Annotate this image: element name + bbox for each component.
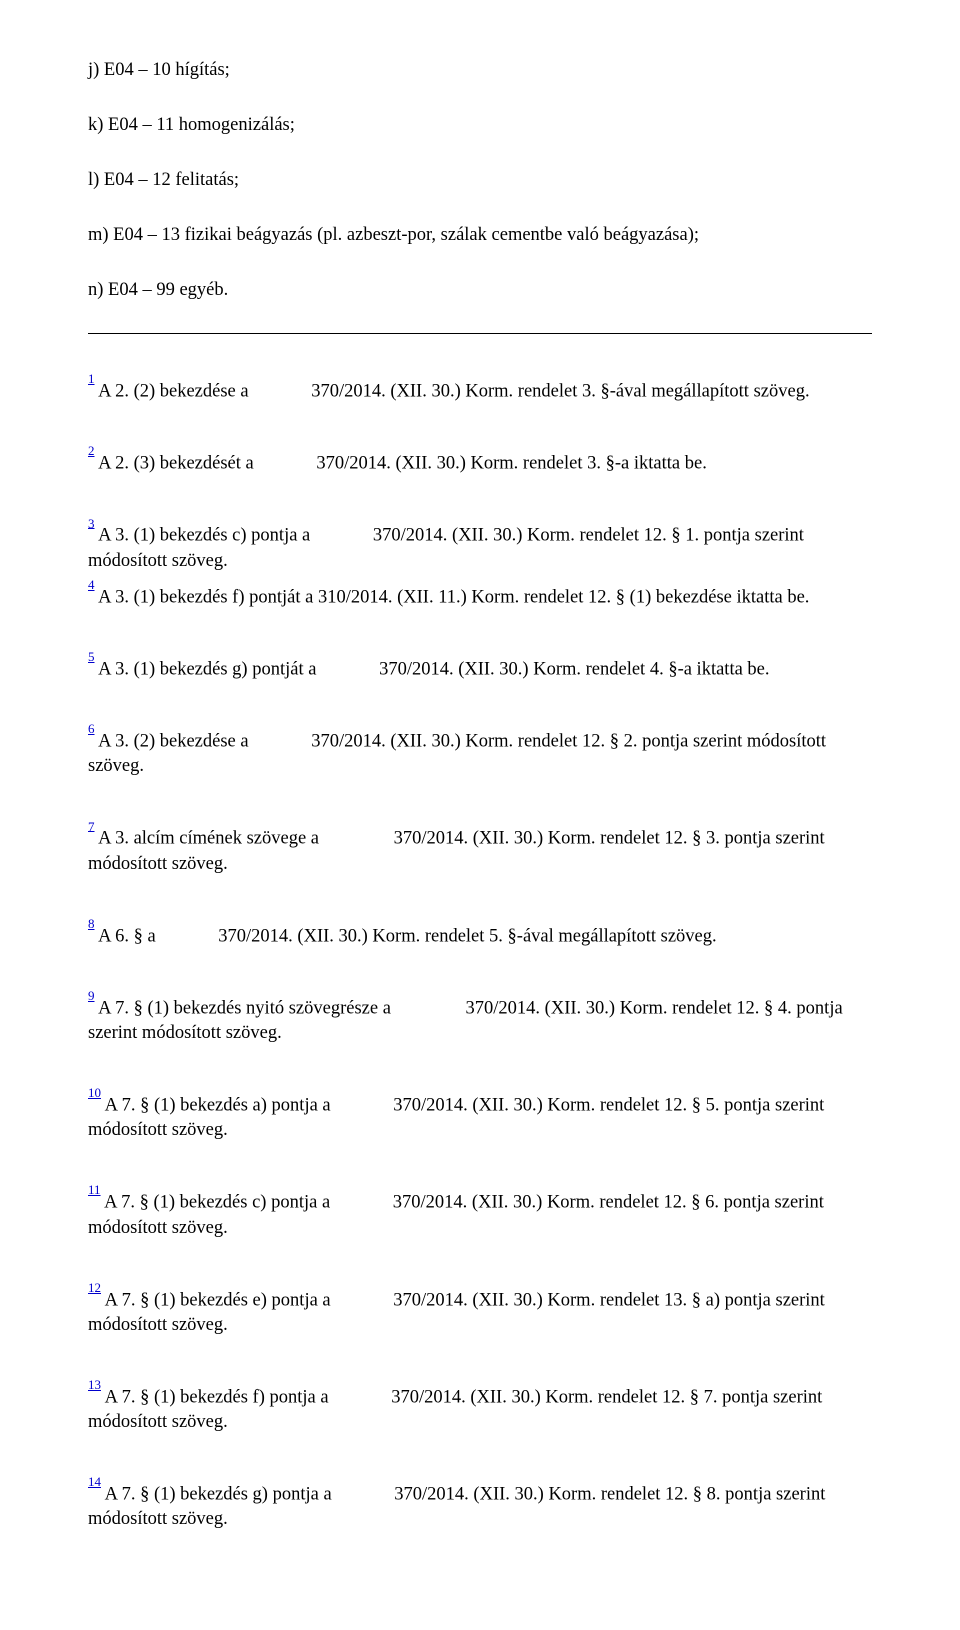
footnote-13: 13 A 7. § (1) bekezdés f) pontja a 370/2… xyxy=(88,1376,872,1435)
footnote-link-11[interactable]: 11 xyxy=(88,1182,101,1197)
footnote-4: 4 A 3. (1) bekezdés f) pontját a 310/201… xyxy=(88,576,872,610)
footnote-link-10[interactable]: 10 xyxy=(88,1085,101,1100)
footnote-text: 370/2014. (XII. 30.) Korm. rendelet 4. §… xyxy=(379,659,769,679)
footnote-text: A 3. (1) bekezdés f) pontját a 310/2014.… xyxy=(95,587,810,607)
footnote-link-13[interactable]: 13 xyxy=(88,1377,101,1392)
footnote-5: 5 A 3. (1) bekezdés g) pontját a 370/201… xyxy=(88,648,872,682)
footnote-text: 370/2014. (XII. 30.) Korm. rendelet 3. §… xyxy=(316,453,706,473)
footnote-text: A 7. § (1) bekezdés a) pontja a xyxy=(101,1095,335,1115)
footnote-3: 3 A 3. (1) bekezdés c) pontja a 370/2014… xyxy=(88,514,872,573)
footnote-8: 8 A 6. § a 370/2014. (XII. 30.) Korm. re… xyxy=(88,915,872,949)
footnote-2: 2 A 2. (3) bekezdését a 370/2014. (XII. … xyxy=(88,442,872,476)
footnote-text: A 7. § (1) bekezdés e) pontja a xyxy=(101,1290,335,1310)
footnote-text: A 2. (2) bekezdése a xyxy=(95,381,254,401)
separator-rule xyxy=(88,333,872,334)
list-item-k: k) E04 – 11 homogenizálás; xyxy=(88,113,872,138)
footnote-12: 12 A 7. § (1) bekezdés e) pontja a 370/2… xyxy=(88,1279,872,1338)
footnote-1: 1 A 2. (2) bekezdése a 370/2014. (XII. 3… xyxy=(88,370,872,404)
footnote-6: 6 A 3. (2) bekezdése a 370/2014. (XII. 3… xyxy=(88,720,872,779)
footnote-14: 14 A 7. § (1) bekezdés g) pontja a 370/2… xyxy=(88,1473,872,1532)
footnote-text: 370/2014. (XII. 30.) Korm. rendelet 3. §… xyxy=(311,381,809,401)
footnote-9: 9 A 7. § (1) bekezdés nyitó szövegrésze … xyxy=(88,987,872,1046)
list-item-m: m) E04 – 13 fizikai beágyazás (pl. azbes… xyxy=(88,223,872,248)
footnote-text: A 3. (1) bekezdés c) pontja a xyxy=(95,526,315,546)
footnote-text: A 3. (2) bekezdése a xyxy=(95,731,254,751)
footnote-text: A 3. alcím címének szövege a xyxy=(95,829,324,849)
footnote-text: A 7. § (1) bekezdés f) pontja a xyxy=(101,1387,333,1407)
footnote-text: A 7. § (1) bekezdés c) pontja a xyxy=(101,1193,335,1213)
footnote-link-14[interactable]: 14 xyxy=(88,1474,101,1489)
footnote-text: A 6. § a xyxy=(95,926,161,946)
footnote-text: A 2. (3) bekezdését a xyxy=(95,453,259,473)
list-item-j: j) E04 – 10 hígítás; xyxy=(88,58,872,83)
list-item-n: n) E04 – 99 egyéb. xyxy=(88,278,872,303)
footnote-text: A 3. (1) bekezdés g) pontját a xyxy=(95,659,322,679)
footnote-link-12[interactable]: 12 xyxy=(88,1280,101,1295)
footnote-7: 7 A 3. alcím címének szövege a 370/2014.… xyxy=(88,817,872,876)
footnote-text: A 7. § (1) bekezdés nyitó szövegrésze a xyxy=(95,998,396,1018)
list-item-l: l) E04 – 12 felitatás; xyxy=(88,168,872,193)
footnote-text: A 7. § (1) bekezdés g) pontja a xyxy=(101,1484,336,1504)
footnote-10: 10 A 7. § (1) bekezdés a) pontja a 370/2… xyxy=(88,1084,872,1143)
footnote-text: 370/2014. (XII. 30.) Korm. rendelet 5. §… xyxy=(218,926,716,946)
footnote-11: 11 A 7. § (1) bekezdés c) pontja a 370/2… xyxy=(88,1181,872,1240)
